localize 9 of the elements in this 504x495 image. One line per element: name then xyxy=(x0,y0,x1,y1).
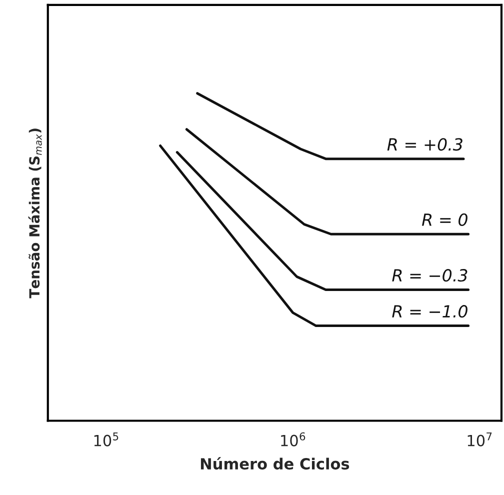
series-label: R = −0.3 xyxy=(392,269,468,282)
series-label: R = 0 xyxy=(422,213,468,226)
x-tick-label: 10$^{6}$ xyxy=(281,432,306,446)
series-label: R = −1.0 xyxy=(392,305,468,318)
y-axis-title: Tensão Máxima (S$_{max}$) xyxy=(28,128,42,298)
x-tick-label: 10$^{7}$ xyxy=(468,432,492,446)
x-axis-title: Número de Ciclos xyxy=(200,457,350,470)
series-label: R = +0.3 xyxy=(387,138,462,151)
x-tick-label: 10$^{5}$ xyxy=(94,432,118,446)
